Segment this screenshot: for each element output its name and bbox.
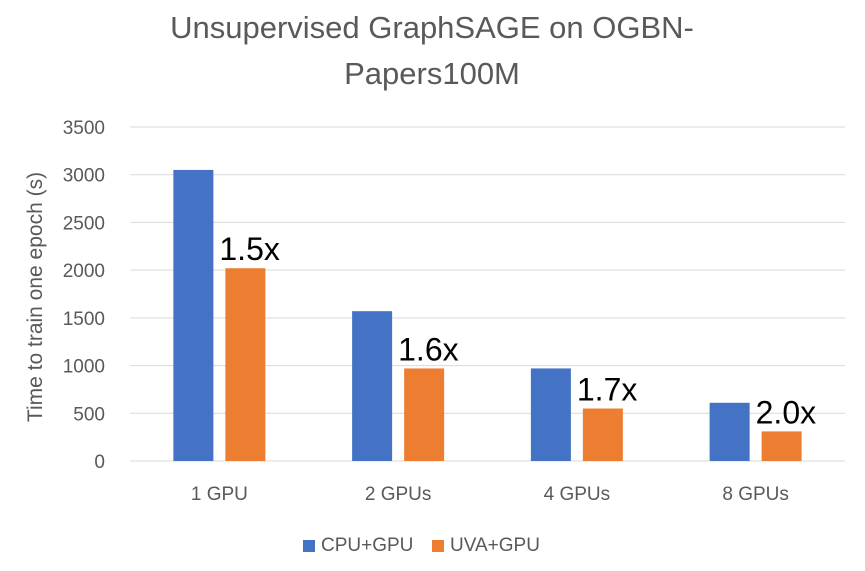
x-tick-label: 4 GPUs — [544, 484, 611, 505]
legend-swatch — [432, 540, 444, 552]
bar-cpu-gpu-2 — [352, 311, 393, 461]
legend-swatch — [303, 540, 315, 552]
bar-cpu-gpu-3 — [530, 368, 571, 461]
x-axis-ticks: 1 GPU 2 GPUs 4 GPUs 8 GPUs — [191, 484, 789, 505]
bar-cpu-gpu-1 — [173, 169, 214, 461]
chart-title-line-1: Unsupervised GraphSAGE on OGBN- — [170, 10, 694, 45]
x-tick-label: 1 GPU — [191, 484, 248, 505]
chart-title-line-2: Papers100M — [344, 56, 520, 91]
y-axis-ticks: 0 500 1000 1500 2000 2500 3000 3500 — [63, 118, 105, 473]
bar-uva-gpu-2 — [404, 368, 445, 461]
x-tick-label: 2 GPUs — [365, 484, 432, 505]
speedup-annotations: 1.5x 1.6x 1.7x 2.0x — [219, 231, 816, 430]
y-axis-label: Time to train one epoch (s) — [24, 172, 47, 422]
y-tick-label: 0 — [94, 452, 105, 473]
bar-uva-gpu-1 — [225, 268, 266, 461]
speedup-label: 1.7x — [577, 372, 637, 408]
speedup-label: 2.0x — [756, 394, 816, 430]
bar-uva-gpu-4 — [761, 431, 802, 461]
y-tick-label: 1000 — [63, 357, 105, 378]
bars — [173, 169, 802, 461]
speedup-label: 1.5x — [219, 231, 279, 267]
y-tick-label: 3000 — [63, 166, 105, 187]
legend-label: CPU+GPU — [321, 535, 413, 556]
y-tick-label: 500 — [73, 404, 105, 425]
bar-cpu-gpu-4 — [709, 402, 750, 461]
y-tick-label: 3500 — [63, 118, 105, 139]
legend-label: UVA+GPU — [450, 535, 540, 556]
y-tick-label: 2500 — [63, 213, 105, 234]
y-tick-label: 1500 — [63, 309, 105, 330]
legend: CPU+GPU UVA+GPU — [303, 535, 540, 556]
bar-uva-gpu-3 — [582, 408, 623, 461]
y-tick-label: 2000 — [63, 261, 105, 282]
speedup-label: 1.6x — [398, 331, 458, 367]
x-tick-label: 8 GPUs — [722, 484, 789, 505]
